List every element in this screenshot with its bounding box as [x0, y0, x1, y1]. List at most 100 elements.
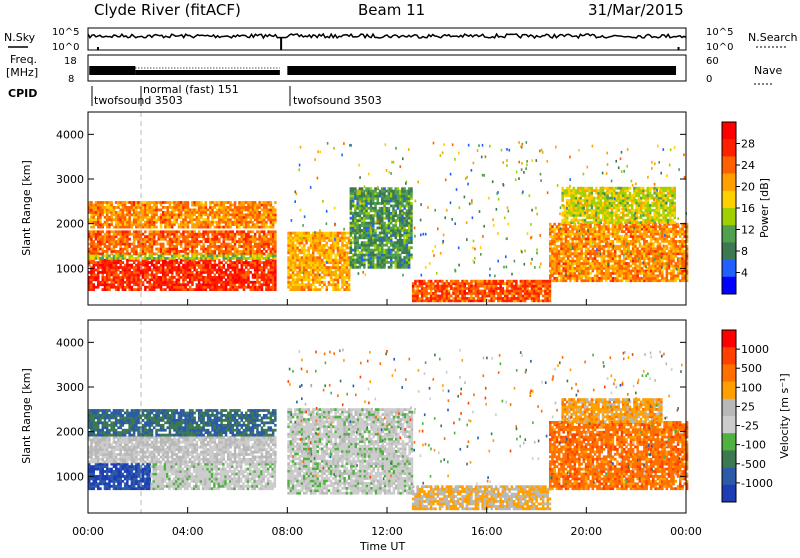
nsearch-label: N.Search	[748, 31, 798, 44]
power-cell-874	[267, 288, 270, 291]
power-cell-219	[133, 283, 136, 286]
power-cell-2193	[223, 201, 226, 204]
power-cell-1008	[108, 235, 111, 238]
power-cell-838	[258, 269, 261, 272]
power-cell-3914	[412, 290, 415, 293]
power-cell-3293	[363, 256, 366, 259]
power-cell-3499	[379, 236, 382, 239]
power-cell-2228	[232, 209, 235, 212]
power-cell-1718	[110, 223, 113, 226]
power-cell-1382	[211, 235, 214, 238]
power-cell-330	[155, 274, 158, 277]
power-cell-3527	[381, 236, 384, 239]
power-cell-3995	[434, 280, 437, 283]
power-cell-144	[117, 286, 120, 289]
power-cell-4382	[544, 285, 547, 288]
power-cell-63	[102, 276, 105, 279]
power-cell-1662	[97, 223, 100, 226]
power-cell-684	[227, 278, 230, 281]
power-cell-4053	[452, 290, 455, 293]
power-cell-4045	[450, 295, 453, 298]
power-cell-959	[95, 230, 98, 233]
power-cell-3905	[410, 197, 413, 200]
power-cell-953	[95, 248, 98, 251]
power-cell-4530	[562, 262, 565, 265]
power-cell-3733	[397, 195, 400, 198]
power-cell-3654	[390, 190, 393, 193]
power-cell-2070	[193, 209, 196, 212]
power-cell-3707	[395, 190, 398, 193]
power-cell-2665	[299, 278, 302, 281]
power-cell-4062	[455, 287, 458, 290]
power-cell-2868	[319, 237, 322, 240]
power-cell-4131	[475, 292, 478, 295]
power-cell-1872	[144, 201, 147, 204]
power-cell-4410	[549, 255, 552, 258]
power-cell-809	[254, 286, 257, 289]
power-cell-4606	[569, 233, 572, 236]
power-cell-2354	[261, 209, 264, 212]
power-cell-1829	[135, 206, 138, 209]
power-cell-900	[272, 283, 275, 286]
power-cell-2936	[328, 249, 331, 252]
power-cell-299	[149, 274, 152, 277]
power-cell-1301	[189, 235, 192, 238]
power-cell-1689	[102, 204, 105, 207]
power-cell-1576	[263, 240, 266, 243]
power-cell-2430	[108, 255, 111, 258]
power-cell-247	[137, 271, 140, 274]
power-cell-3670	[392, 214, 395, 217]
power-cell-591	[207, 264, 210, 267]
power-cell-335	[155, 261, 158, 264]
power-cell-3942	[421, 297, 424, 300]
power-cell-2333	[256, 216, 259, 219]
power-cell-3051	[341, 256, 344, 259]
power-cell-843	[261, 288, 264, 291]
power-cell-2040	[187, 223, 190, 226]
power-cell-3795	[401, 187, 404, 190]
power-cell-634	[216, 278, 219, 281]
power-cell-3965	[428, 299, 431, 302]
power-cell-4259	[511, 287, 513, 290]
power-cell-2815	[314, 266, 317, 269]
power-cell-1604	[270, 230, 273, 233]
power-cell-1784	[126, 226, 129, 229]
power-cell-521	[193, 266, 196, 269]
power-cell-2105	[202, 221, 205, 224]
power-cell-3168	[352, 202, 355, 205]
power-cell-2017	[180, 204, 183, 207]
power-cell-3128	[350, 244, 353, 247]
power-cell-2485	[187, 255, 190, 258]
power-cell-2048	[187, 201, 190, 204]
power-cell-1971	[169, 204, 172, 207]
power-cell-305	[151, 283, 154, 286]
power-cell-1128	[142, 250, 145, 253]
power-cell-1839	[137, 206, 140, 209]
power-cell-3749	[399, 234, 402, 237]
power-cell-2481	[182, 255, 185, 258]
power-cell-2911	[326, 271, 329, 274]
power-cell-3408	[372, 264, 375, 267]
power-cell-3684	[395, 256, 398, 259]
power-cell-4776	[589, 279, 592, 282]
power-cell-26	[93, 276, 96, 279]
power-cell-2384	[267, 204, 270, 207]
power-cell-1430	[225, 245, 228, 248]
power-cell-4423	[551, 274, 554, 277]
power-cell-1360	[207, 250, 210, 253]
power-cell-650	[218, 259, 221, 262]
power-cell-1153	[149, 245, 152, 248]
power-cell-1980	[171, 206, 174, 209]
power-cell-4070	[457, 290, 460, 293]
power-cell-1329	[196, 238, 199, 241]
power-cell-3209	[356, 254, 359, 257]
power-cell-364	[162, 271, 165, 274]
power-cell-4569	[567, 274, 570, 277]
power-cell-1018	[110, 230, 113, 233]
power-cell-1152	[149, 248, 152, 251]
power-cell-2412	[274, 201, 277, 204]
power-cell-3560	[383, 227, 386, 230]
power-cell-4384	[544, 280, 547, 283]
power-cell-269	[142, 269, 145, 272]
power-cell-3868	[408, 229, 411, 232]
